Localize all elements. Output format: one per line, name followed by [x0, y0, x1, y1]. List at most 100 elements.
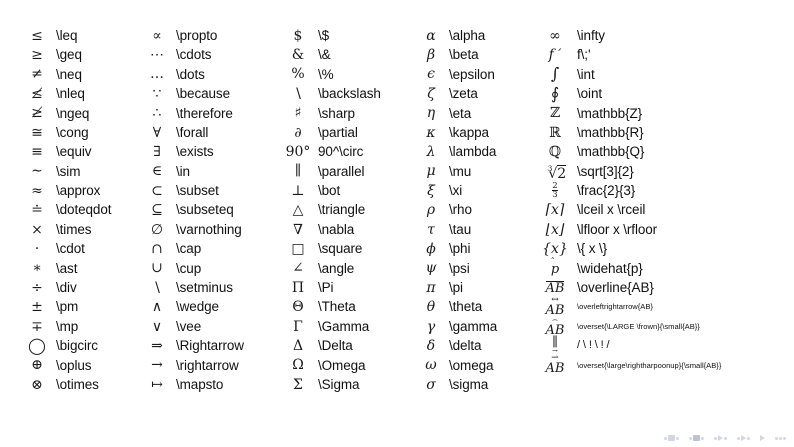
latex-command: \square — [318, 241, 363, 257]
symbol-row: τ \tau — [417, 220, 537, 239]
latex-command: \dots — [176, 66, 205, 82]
symbol-row: ≡ \equiv — [22, 142, 142, 161]
symbol-glyph: ⊆ — [151, 202, 163, 219]
symbol-row: ∓ \mp — [22, 317, 142, 336]
latex-command: \forall — [176, 124, 209, 140]
symbol-row: ρ \rho — [417, 201, 537, 220]
section-previous-icon[interactable] — [737, 436, 740, 440]
latex-command: \Omega — [318, 357, 366, 373]
slide-current-icon[interactable] — [668, 435, 675, 441]
help-button-icon[interactable] — [783, 436, 786, 440]
latex-command: \pm — [56, 299, 79, 315]
symbol-glyph: & — [291, 47, 305, 64]
section-current-icon[interactable] — [741, 435, 746, 441]
symbol-glyph: ⊂ — [151, 182, 163, 199]
latex-command: \overleftrightarrow{AB} — [577, 302, 653, 312]
symbol-glyph: ∖ — [293, 85, 303, 102]
slide-previous-icon[interactable] — [664, 436, 667, 440]
latex-command: \rho — [449, 202, 472, 218]
symbol-row: ∩ \cap — [142, 239, 282, 258]
latex-command: \nleq — [56, 86, 85, 102]
symbol-row: × \times — [22, 220, 142, 239]
symbol-row: □ \square — [282, 239, 417, 258]
latex-command: \mathbb{Z} — [577, 105, 643, 121]
symbol-columns: ≤ \leq ≥ \geq ≠ \neq ≰ \nleq ≱ \ngeq ≅ \cong ≡… — [22, 26, 782, 394]
subsection-previous-icon[interactable] — [714, 436, 717, 440]
symbol-row: f ′ f\;' — [537, 45, 782, 64]
slide-next-icon[interactable] — [676, 436, 679, 440]
latex-command: \alpha — [449, 27, 486, 43]
symbol-glyph: ∅ — [150, 221, 164, 238]
symbol-row: ≥ \geq — [22, 45, 142, 64]
symbol-row: κ \kappa — [417, 123, 537, 142]
frame-previous-icon[interactable] — [689, 436, 692, 440]
subsection-navigation-group[interactable] — [714, 435, 727, 441]
slide-navigation-group[interactable] — [664, 435, 679, 441]
symbol-glyph: ∓ — [31, 318, 43, 335]
symbol-glyph: γ — [426, 318, 436, 335]
frame-current-icon[interactable] — [693, 435, 700, 441]
symbol-glyph: ≥ — [31, 47, 43, 64]
latex-command: \approx — [56, 183, 101, 199]
section-navigation-group[interactable] — [737, 435, 750, 441]
latex-command: \exists — [176, 144, 214, 160]
symbol-glyph: ≅ — [31, 124, 43, 141]
symbol-row: μ \mu — [417, 162, 537, 181]
symbol-glyph: ∂ — [294, 124, 302, 141]
latex-command: \backslash — [318, 86, 381, 102]
symbol-row: → \rightarrow — [142, 356, 282, 375]
symbol-glyph: η — [426, 105, 436, 122]
section-next-icon[interactable] — [747, 436, 750, 440]
symbol-glyph: ∪ — [151, 260, 163, 277]
symbol-row: AB \overline{AB} — [537, 278, 782, 297]
symbol-glyph: $ — [293, 27, 303, 44]
symbol-row: ⊗ \otimes — [22, 375, 142, 394]
frame-next-icon[interactable] — [701, 436, 704, 440]
symbol-glyph: × — [31, 221, 43, 238]
latex-command: \oplus — [56, 357, 92, 373]
symbol-row: δ \delta — [417, 336, 537, 355]
utility-navigation-group[interactable] — [775, 436, 786, 440]
subsection-next-icon[interactable] — [724, 436, 727, 440]
latex-command: \cdot — [56, 241, 85, 257]
latex-command: \sqrt[3]{2} — [577, 163, 634, 179]
latex-command: \Sigma — [318, 376, 360, 392]
symbol-glyph: ≤ — [31, 27, 43, 44]
presentation-end-icon[interactable] — [760, 435, 765, 441]
symbol-row: ∮ \oint — [537, 84, 782, 103]
symbol-row: ↦ \mapsto — [142, 375, 282, 394]
symbol-glyph: ∨ — [151, 318, 163, 335]
latex-command: \triangle — [318, 202, 366, 218]
beamer-navigation-bar[interactable] — [664, 435, 786, 441]
presentation-navigation-group[interactable] — [760, 435, 765, 441]
symbol-glyph: ω — [425, 357, 437, 374]
symbol-glyph: α — [426, 27, 436, 44]
latex-command: \sigma — [449, 376, 489, 392]
symbol-glyph: ℤ — [549, 105, 561, 122]
latex-command: \infty — [577, 27, 605, 43]
symbol-row: ≰ \nleq — [22, 84, 142, 103]
find-button-icon[interactable] — [779, 436, 782, 440]
latex-command: \Delta — [318, 338, 353, 354]
back-button-icon[interactable] — [775, 436, 778, 440]
symbol-row: ∨ \vee — [142, 317, 282, 336]
symbol-column-lowercase-greek: α \alpha β \beta ϵ \epsilon ζ \zeta η \eta κ \… — [417, 26, 537, 394]
symbol-glyph: · — [34, 240, 40, 257]
frame-navigation-group[interactable] — [689, 435, 704, 441]
symbol-glyph: ϵ — [427, 66, 435, 83]
subsection-current-icon[interactable] — [718, 435, 723, 441]
latex-command: \psi — [449, 260, 470, 276]
symbol-row: θ \theta — [417, 297, 537, 316]
symbol-row: % \% — [282, 65, 417, 84]
latex-command: \Gamma — [318, 318, 370, 334]
symbol-row: ∥ \parallel — [282, 162, 417, 181]
symbol-glyph: μ — [426, 163, 436, 180]
symbol-row: β \beta — [417, 45, 537, 64]
latex-command: \angle — [318, 260, 355, 276]
latex-command: \pi — [449, 280, 463, 296]
latex-command: \therefore — [176, 105, 233, 121]
symbol-glyph: ∩ — [151, 240, 163, 257]
latex-command: \theta — [449, 299, 483, 315]
symbol-glyph: ∗ — [32, 260, 42, 277]
